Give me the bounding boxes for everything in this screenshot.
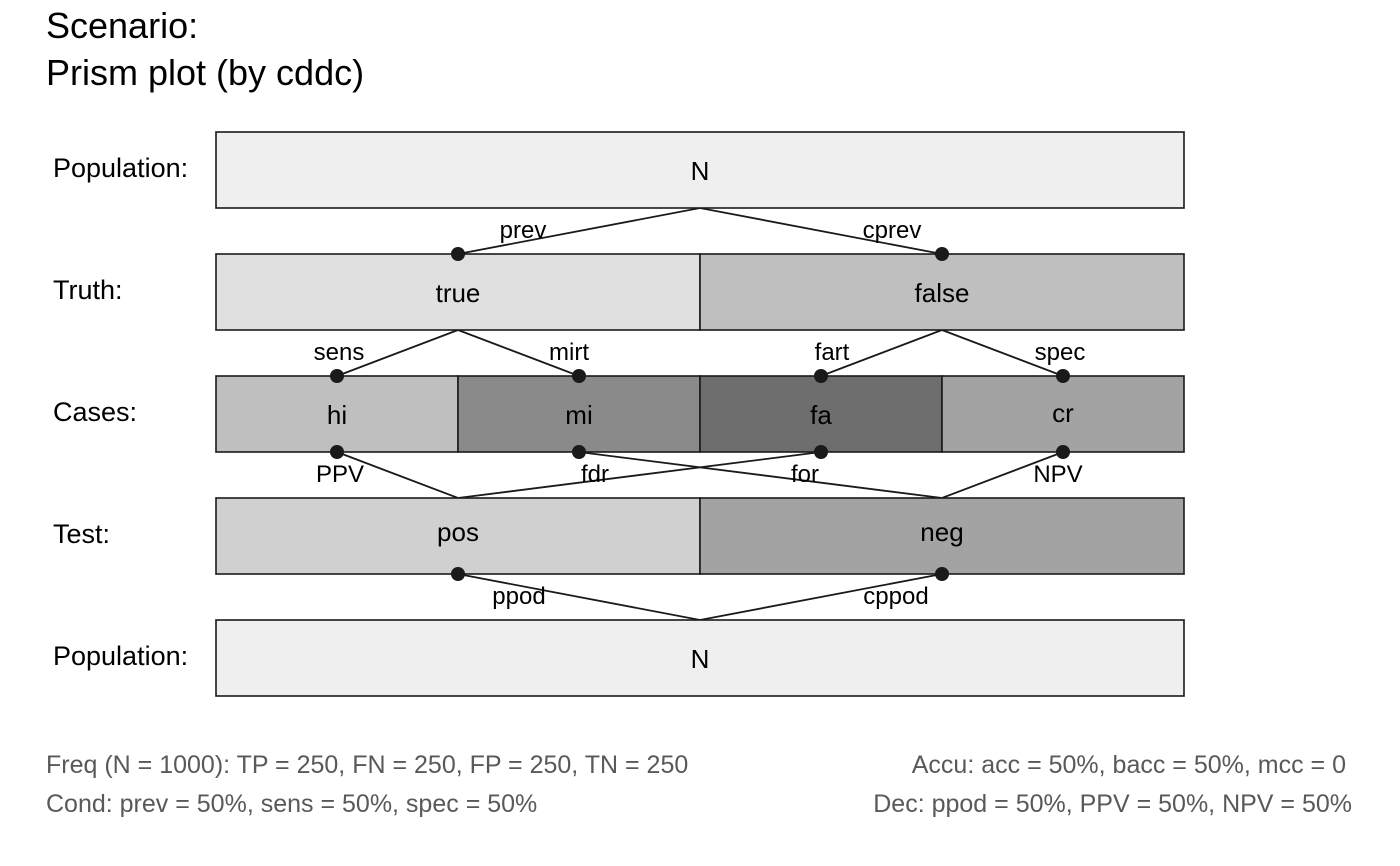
edge-label-prev: prev [500,217,547,244]
row-label-truth: Truth: [53,275,123,305]
dot-mi-bottom [572,445,586,459]
box-n-top-rect [215,131,1185,209]
edge-true-cases [336,329,580,377]
title-line-1: Scenario: [46,5,198,46]
box-neg-label: neg [920,517,963,547]
row-label-cases: Cases: [53,397,137,427]
box-mi-rect [457,375,701,453]
truth-row: true false [215,253,1185,331]
dot-neg-bottom [935,567,949,581]
footer-accu: Accu: acc = 50%, bacc = 50%, mcc = 0 [912,751,1346,779]
box-pos-label: pos [437,517,479,547]
dot-mi-top [572,369,586,383]
dot-cr-bottom [1056,445,1070,459]
box-pos-rect [215,497,701,575]
edge-false-cases [820,329,1064,377]
box-n-top-label: N [691,156,710,186]
box-population-top: N [215,131,1185,209]
edge-label-cprev: cprev [863,217,922,244]
box-false-rect [699,253,1185,331]
footer-dec: Dec: ppod = 50%, PPV = 50%, NPV = 50% [873,790,1352,818]
edge-label-ppod: ppod [492,583,545,610]
dot-fa-top [814,369,828,383]
cases-row: hi mi fa cr [215,375,1185,453]
box-cr-rect [941,375,1185,453]
footer-freq: Freq (N = 1000): TP = 250, FN = 250, FP … [46,751,688,779]
row-label-population-top: Population: [53,153,188,183]
test-row: pos neg [215,497,1185,575]
box-hi-label: hi [327,400,347,430]
edge-label-for: for [791,461,819,488]
edge-label-fdr: fdr [581,461,609,488]
edge-label-sens: sens [314,339,365,366]
box-mi-label: mi [565,400,592,430]
row-label-test: Test: [53,519,110,549]
edge-dots [330,247,1070,581]
box-n-bottom-rect [215,619,1185,697]
edge-label-cppod: cppod [863,583,928,610]
box-cr-label: cr [1052,398,1074,428]
box-population-bottom: N [215,619,1185,697]
box-fa-label: fa [810,400,832,430]
box-true-label: true [436,278,481,308]
dot-false-top [935,247,949,261]
footer-cond: Cond: prev = 50%, sens = 50%, spec = 50% [46,790,537,818]
dot-hi-top [330,369,344,383]
dot-true-top [451,247,465,261]
dot-fa-bottom [814,445,828,459]
dot-pos-bottom [451,567,465,581]
edge-label-mirt: mirt [549,339,589,366]
dot-hi-bottom [330,445,344,459]
row-label-population-bottom: Population: [53,641,188,671]
edge-label-fart: fart [815,339,850,366]
edge-label-ppv: PPV [316,461,364,488]
title-line-2: Prism plot (by cddc) [46,52,364,93]
edge-label-npv: NPV [1033,461,1082,488]
box-false-label: false [915,278,970,308]
edge-label-spec: spec [1035,339,1086,366]
box-n-bottom-label: N [691,644,710,674]
dot-cr-top [1056,369,1070,383]
box-fa-rect [699,375,943,453]
